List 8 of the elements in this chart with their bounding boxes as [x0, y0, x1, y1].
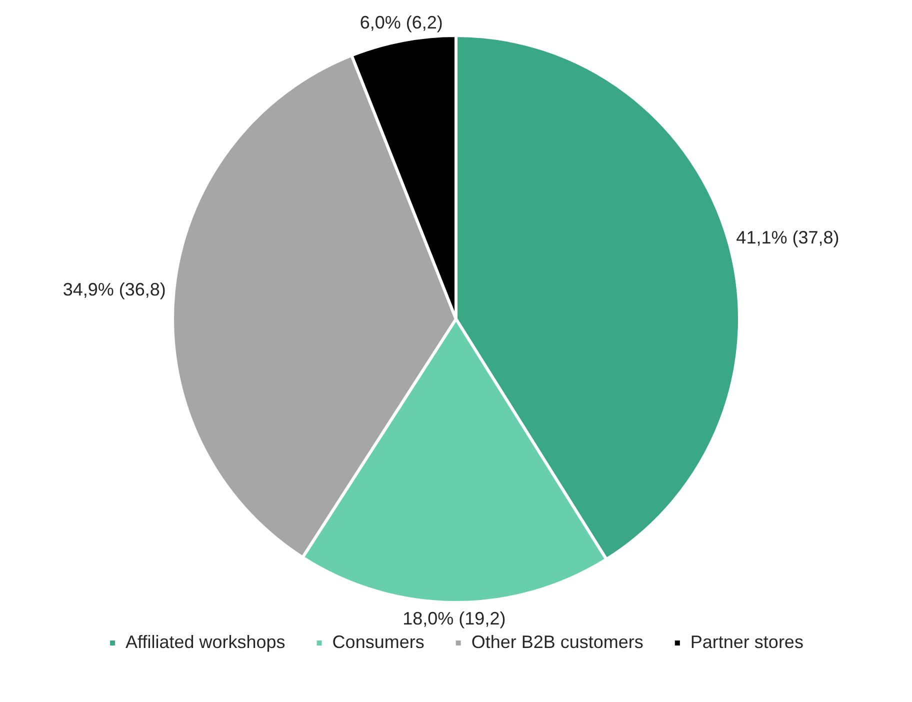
- data-label: 34,9% (36,8): [62, 280, 166, 300]
- data-label: 41,1% (37,8): [736, 228, 840, 248]
- data-label: 6,0% (6,2): [360, 12, 443, 33]
- legend-label: Affiliated workshops: [126, 632, 286, 652]
- legend-label: Consumers: [332, 632, 424, 652]
- legend-label: Partner stores: [690, 632, 804, 652]
- data-label: 18,0% (19,2): [402, 608, 506, 628]
- legend-label: Other B2B customers: [471, 632, 644, 652]
